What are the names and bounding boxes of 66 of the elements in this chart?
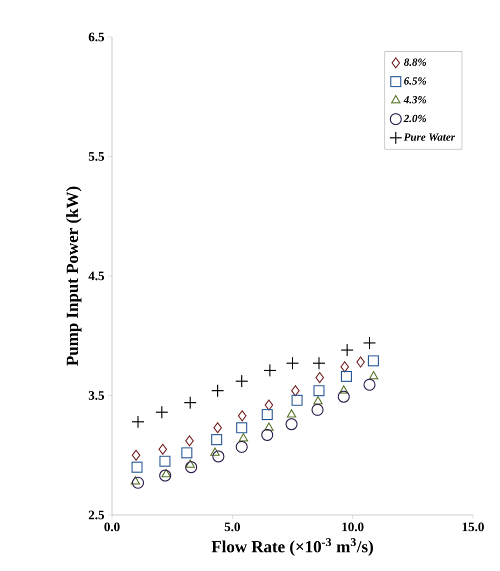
legend-label: 8.8%: [404, 58, 426, 66]
point: [184, 396, 197, 410]
legend-label: 6.5%: [404, 77, 426, 85]
x-tick-label: 15.0: [462, 522, 484, 532]
point: [238, 433, 248, 442]
point: [286, 418, 298, 430]
point: [155, 406, 168, 419]
point: [340, 361, 350, 372]
point: [210, 448, 220, 456]
point: [261, 428, 274, 441]
point: [312, 356, 326, 370]
point: [340, 344, 354, 357]
point: [185, 461, 198, 474]
point: [186, 459, 195, 468]
point: [181, 447, 192, 458]
point: [130, 476, 140, 484]
point: [264, 400, 274, 411]
x-axis-title: Flow Rate (×10$^{-3}$ m$^{3}$/s): [212, 538, 373, 556]
point: [338, 390, 350, 403]
point: [132, 450, 140, 461]
point: [235, 374, 248, 388]
point: [368, 371, 378, 380]
point: [356, 356, 365, 368]
point: [312, 404, 324, 416]
y-tick-label: 6.5: [88, 32, 104, 42]
point: [313, 396, 323, 404]
point: [161, 469, 171, 478]
point: [158, 444, 168, 455]
point: [132, 462, 143, 473]
point: [159, 456, 170, 467]
point: [339, 385, 348, 394]
point: [263, 364, 276, 377]
point: [185, 435, 194, 446]
point: [213, 422, 222, 434]
point: [132, 476, 144, 489]
point: [340, 370, 352, 382]
point: [211, 434, 222, 446]
x-tick-label: 10.0: [342, 522, 364, 532]
y-tick-label: 4.5: [88, 272, 104, 280]
point: [236, 422, 248, 434]
point: [212, 450, 224, 462]
x-tick-label: 5.0: [224, 522, 240, 532]
y-tick-label: 5.5: [88, 152, 104, 161]
x-tick-label: 0.0: [104, 522, 120, 532]
point: [211, 384, 224, 398]
point: [315, 372, 324, 384]
point: [368, 355, 379, 366]
y-tick-label: 3.5: [88, 391, 104, 400]
point: [363, 378, 376, 391]
legend-label: 2.0%: [404, 114, 426, 122]
point: [362, 336, 376, 350]
point: [131, 415, 145, 428]
point: [264, 422, 274, 431]
legend-label: 4.3%: [404, 96, 426, 104]
point: [262, 409, 273, 420]
point: [286, 356, 300, 370]
legend-label: Pure Water: [404, 133, 456, 141]
y-tick-label: 2.5: [88, 510, 104, 520]
point: [292, 394, 303, 406]
point: [313, 385, 325, 396]
point: [159, 470, 172, 482]
y-axis-title: Pump Input Power (kW): [66, 186, 82, 366]
point: [291, 385, 300, 396]
point: [236, 440, 248, 453]
point: [286, 409, 296, 418]
point: [238, 410, 246, 422]
